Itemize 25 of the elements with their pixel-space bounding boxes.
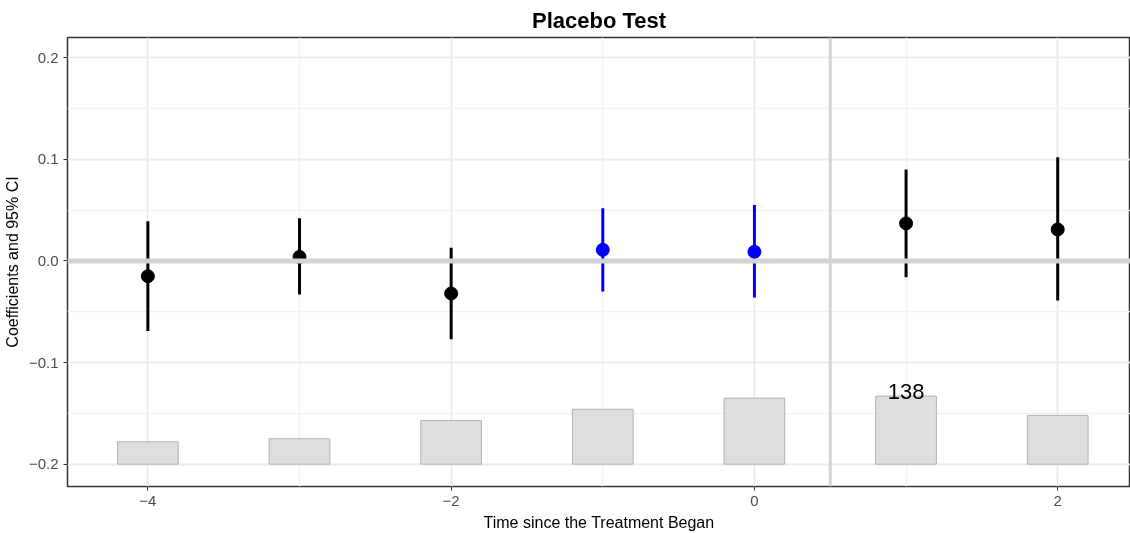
bar [268, 438, 331, 465]
x-tick-label: −2 [442, 491, 460, 509]
x-axis-title: Time since the Treatment Began [483, 513, 715, 531]
bar [1026, 414, 1089, 465]
point [595, 242, 610, 257]
annotation: 138 [887, 379, 925, 405]
bar [723, 397, 786, 465]
x-tick-label: 2 [1053, 491, 1062, 509]
y-tick-label: 0.0 [37, 251, 59, 269]
bar [420, 419, 482, 465]
point [444, 286, 459, 301]
chart-title: Placebo Test [531, 7, 667, 33]
x-tick-label: 0 [750, 491, 759, 509]
y-tick-label: 0.1 [37, 150, 59, 168]
y-tick-label: −0.1 [28, 353, 59, 371]
point [140, 269, 155, 284]
y-tick-label: 0.2 [37, 48, 59, 66]
point [899, 216, 914, 231]
point [1050, 222, 1065, 237]
y-tick-label: −0.2 [28, 455, 59, 473]
point [747, 244, 762, 259]
x-tick-label: −4 [139, 491, 157, 509]
bar [117, 441, 179, 465]
y-axis-title: Coefficients and 95% CI [3, 176, 21, 348]
bar [571, 408, 634, 465]
